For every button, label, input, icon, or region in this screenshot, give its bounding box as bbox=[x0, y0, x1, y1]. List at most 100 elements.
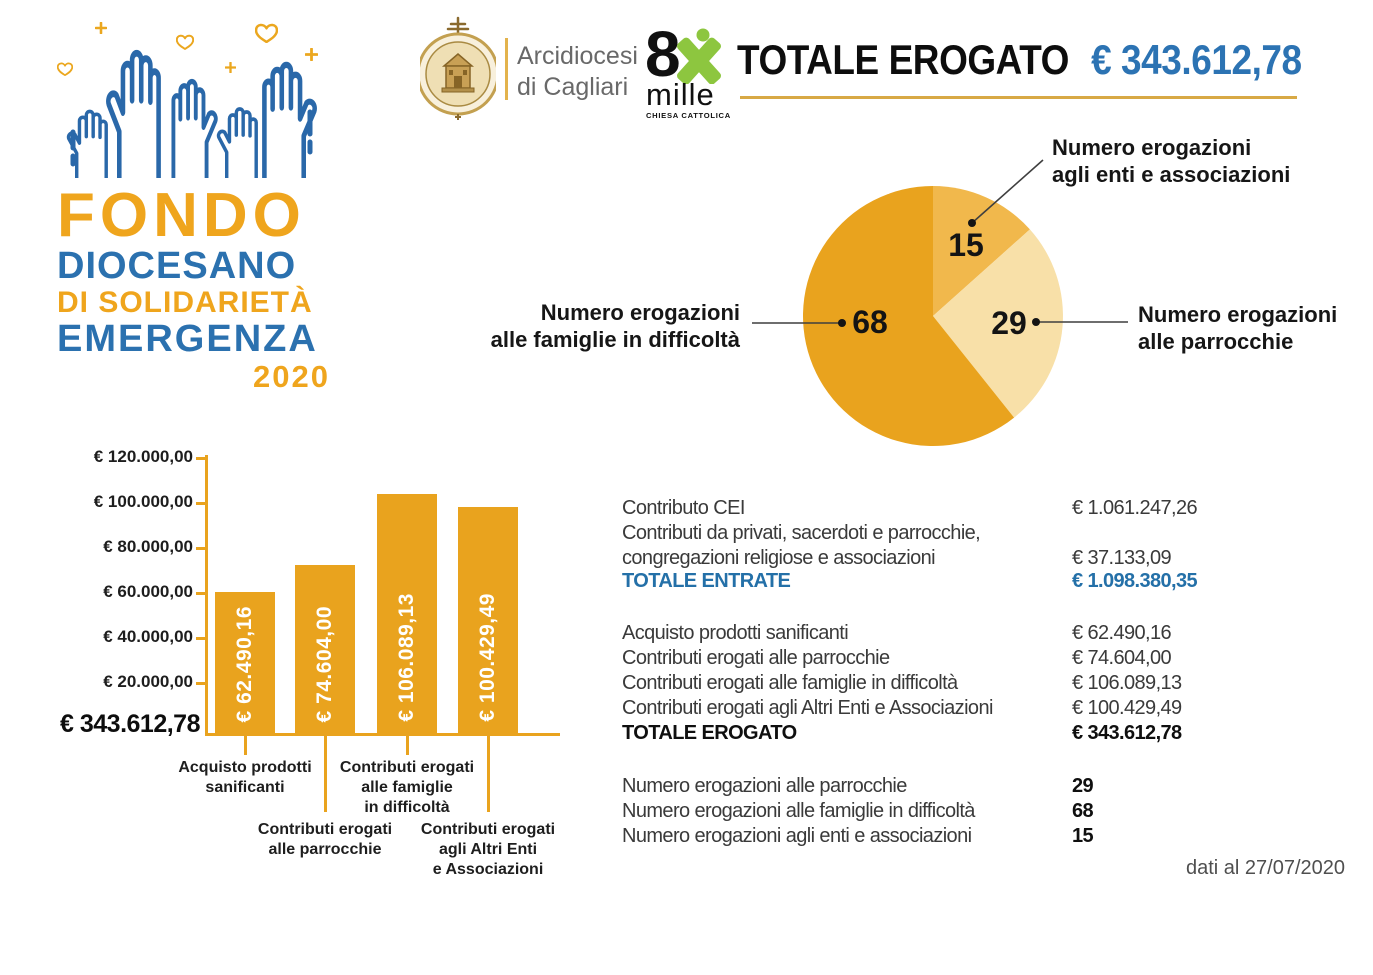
header-divider bbox=[505, 38, 508, 100]
org-name-line1: Arcidiocesi bbox=[517, 42, 638, 70]
row-label: TOTALE ENTRATE bbox=[622, 570, 791, 592]
heart-icon bbox=[57, 62, 73, 76]
pie-label-famiglie-line2: alle famiglie in difficoltà bbox=[490, 327, 740, 352]
bar-2: € 74.604,00 bbox=[295, 565, 355, 733]
y-axis-tick-label: € 100.000,00 bbox=[93, 492, 193, 511]
y-axis bbox=[205, 455, 208, 736]
pie-label-famiglie-line1: Numero erogazioni bbox=[540, 300, 740, 325]
row-value: 15 bbox=[1072, 825, 1094, 847]
heart-icon bbox=[176, 34, 194, 50]
bar-value-label: € 100.429,49 bbox=[476, 593, 499, 722]
bar-value-label: € 62.490,16 bbox=[233, 605, 256, 722]
row-value: € 343.612,78 bbox=[1072, 722, 1182, 744]
table-row-totale-erogato: TOTALE EROGATO € 343.612,78 bbox=[622, 722, 1342, 747]
fund-title-solidarieta: DI SOLIDARIETÀ bbox=[57, 286, 313, 319]
data-as-of-note: dati al 27/07/2020 bbox=[1185, 857, 1345, 879]
y-axis-tick-mark bbox=[196, 546, 205, 550]
row-label: Numero erogazioni alle famiglie in diffi… bbox=[622, 800, 975, 822]
fund-title-emergenza: EMERGENZA bbox=[57, 318, 318, 360]
row-label: Contributo CEI bbox=[622, 497, 745, 519]
row-label: Contributi erogati alle parrocchie bbox=[622, 647, 890, 669]
table-row-totale-entrate: TOTALE ENTRATE € 1.098.380,35 bbox=[622, 570, 1342, 595]
bar-3: € 106.089,13 bbox=[377, 494, 437, 733]
table-row: Numero erogazioni agli enti e associazio… bbox=[622, 825, 1342, 850]
y-axis-tick-mark bbox=[196, 456, 205, 460]
row-label: Contributi erogati alle famiglie in diff… bbox=[622, 672, 958, 694]
pie-label-enti-line2: agli enti e associazioni bbox=[1052, 162, 1291, 187]
8xmille-subtitle: CHIESA CATTOLICA bbox=[646, 111, 731, 120]
heart-icon bbox=[255, 23, 278, 43]
row-value: € 74.604,00 bbox=[1072, 647, 1172, 669]
row-value: € 37.133,09 bbox=[1072, 547, 1172, 569]
headline-underline bbox=[740, 96, 1297, 99]
plus-icon bbox=[225, 62, 236, 73]
pie-chart: 15 29 68 bbox=[752, 159, 1128, 446]
y-axis-tick-mark bbox=[196, 636, 205, 640]
8xmille-eight: 8 bbox=[645, 18, 681, 90]
org-name: Arcidiocesi di Cagliari bbox=[517, 41, 638, 103]
category-label: Contributi erogati alle parrocchie bbox=[257, 821, 393, 858]
fund-title-fondo: FONDO bbox=[57, 181, 306, 250]
table-row: Numero erogazioni alle parrocchie 29 bbox=[622, 775, 1342, 800]
pie-label-parrocchie: Numero erogazioni alle parrocchie bbox=[1138, 301, 1337, 355]
wrist-dashes bbox=[70, 109, 313, 167]
pie-label-parrocchie-line2: alle parrocchie bbox=[1138, 329, 1294, 354]
row-label: congregazioni religiose e associazioni bbox=[622, 547, 936, 569]
pie-label-famiglie: Numero erogazioni alle famiglie in diffi… bbox=[420, 299, 740, 353]
total-erogato-label: TOTALE EROGATO bbox=[737, 36, 1069, 83]
bar-1: € 62.490,16 bbox=[215, 592, 275, 733]
category-tick bbox=[243, 733, 247, 755]
y-axis-tick-label: € 40.000,00 bbox=[103, 627, 193, 646]
row-value: 29 bbox=[1072, 775, 1094, 797]
fund-title-diocesano: DIOCESANO bbox=[57, 245, 297, 287]
y-axis-tick-label: € 80.000,00 bbox=[103, 537, 193, 556]
table-row: Numero erogazioni alle famiglie in diffi… bbox=[622, 800, 1342, 825]
row-value: € 100.429,49 bbox=[1072, 697, 1182, 719]
table-row: Contributi erogati alle famiglie in diff… bbox=[622, 672, 1342, 697]
callout-dot-parrocchie bbox=[1032, 318, 1040, 326]
pie-slice-2 bbox=[933, 229, 1063, 418]
category-tick bbox=[405, 733, 409, 755]
row-label: Acquisto prodotti sanificanti bbox=[622, 622, 849, 644]
row-value: € 106.089,13 bbox=[1072, 672, 1182, 694]
hand-tall-2 bbox=[264, 65, 314, 178]
y-axis-tick-label: € 120.000,00 bbox=[93, 447, 193, 466]
pie-slice-1 bbox=[933, 186, 1030, 316]
category-label: Contributi erogati agli Altri Enti e Assoc… bbox=[420, 821, 556, 878]
row-label: TOTALE EROGATO bbox=[622, 722, 797, 744]
row-value: € 1.061.247,26 bbox=[1072, 497, 1198, 519]
row-label: Numero erogazioni agli enti e associazio… bbox=[622, 825, 972, 847]
pie-slice-3 bbox=[802, 186, 1015, 446]
pie-label-enti-line1: Numero erogazioni bbox=[1052, 135, 1252, 160]
total-erogato-value: € 343.612,78 bbox=[1091, 36, 1302, 83]
total-erogato-headline: TOTALE EROGATO € 343.612,78 bbox=[737, 36, 1302, 84]
pie-label-parrocchie-line1: Numero erogazioni bbox=[1138, 302, 1338, 327]
table-row: Contributi da privati, sacerdoti e parro… bbox=[622, 522, 1342, 547]
raised-hands-illustration bbox=[57, 22, 318, 178]
bar-chart-total: € 343.612,78 bbox=[60, 710, 200, 738]
callout-dot-famiglie bbox=[838, 319, 846, 327]
fund-title-year: 2020 bbox=[253, 359, 330, 394]
y-axis-tick-mark bbox=[196, 591, 205, 595]
table-row: congregazioni religiose e associazioni €… bbox=[622, 547, 1342, 572]
row-label: Contributi erogati agli Altri Enti e Ass… bbox=[622, 697, 993, 719]
table-row: Contributi erogati agli Altri Enti e Ass… bbox=[622, 697, 1342, 722]
8xmille-mille: mille bbox=[646, 77, 715, 112]
category-tick bbox=[486, 733, 490, 812]
callout-dot-enti bbox=[968, 219, 976, 227]
y-axis-tick-mark bbox=[196, 501, 205, 505]
y-axis-tick-mark bbox=[196, 681, 205, 685]
pie-value-label: 29 bbox=[991, 305, 1027, 341]
category-label: Contributi erogati alle famiglie in diffic… bbox=[339, 759, 475, 816]
row-label: Numero erogazioni alle parrocchie bbox=[622, 775, 907, 797]
bar-value-label: € 106.089,13 bbox=[395, 593, 418, 722]
x-axis bbox=[205, 733, 560, 736]
row-value: € 1.098.380,35 bbox=[1072, 570, 1198, 592]
bar-chart: € 120.000,00 € 100.000,00 € 80.000,00 € 60.… bbox=[45, 445, 620, 935]
bar-4: € 100.429,49 bbox=[458, 507, 518, 733]
table-row: Contributi erogati alle parrocchie € 74.… bbox=[622, 647, 1342, 672]
8xmille-logo: 8 mille CHIESA CATTOLICA bbox=[645, 22, 740, 121]
row-value: 68 bbox=[1072, 800, 1094, 822]
table-row: Contributo CEI € 1.061.247,26 bbox=[622, 497, 1342, 522]
